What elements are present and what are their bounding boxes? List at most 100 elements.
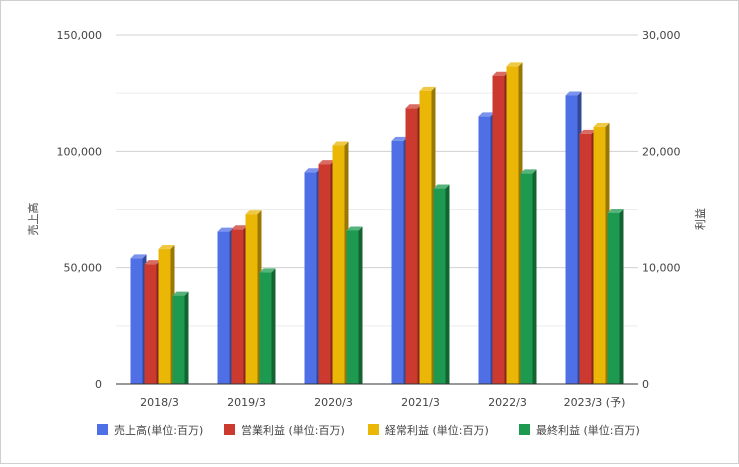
bar-top [217,227,234,232]
grid-lines [116,34,638,327]
bar [346,226,363,384]
bar-top [405,104,422,109]
bar-face [405,108,418,384]
right-axis-tick-label: 0 [642,378,649,391]
legend-swatch [97,424,108,435]
x-axis-category-label: 2019/3 [227,396,266,409]
legend: 売上高(単位:百万) 営業利益 (単位:百万) 経常利益 (単位:百万) 最終利益 (… [97,423,640,437]
bar [245,210,262,384]
left-axis-ticks: 0 50,000 100,000 150,000 [57,29,103,391]
left-axis-tick-label: 150,000 [57,29,103,42]
bar-face [419,90,432,384]
bars [130,62,624,385]
bar-top [506,62,523,67]
bar-top [520,169,537,174]
legend-label: 営業利益 (単位:百万) [241,423,345,437]
bar-face [259,272,272,384]
bar-top [130,254,147,259]
x-axis-category-label: 2023/3 (予) [564,396,626,409]
legend-item: 売上高(単位:百万) [97,423,203,437]
left-axis-tick-label: 50,000 [64,262,103,275]
bar [217,227,234,384]
bar [492,71,509,384]
bar [520,169,537,384]
right-axis-tick-label: 10,000 [642,262,681,275]
bar-top [478,112,495,117]
bar-face [607,212,620,384]
bar [405,104,422,384]
bar-face [332,145,345,384]
x-axis-category-label: 2021/3 [401,396,440,409]
bar-face [144,264,157,384]
bar-top [607,208,624,213]
legend-item: 営業利益 (単位:百万) [224,423,345,437]
left-axis-tick-label: 0 [95,378,102,391]
bar [144,260,161,384]
bar-top [144,260,161,265]
bar-top [346,226,363,231]
bar-face [231,229,244,384]
bar-top [565,91,582,96]
bar-top [318,160,335,165]
bar [607,208,624,384]
bar-top [332,141,349,146]
bar-top [579,129,596,134]
bar-face [172,295,185,384]
bar-side [184,291,189,384]
legend-swatch [368,424,379,435]
bar [433,184,450,384]
legend-label: 最終利益 (単位:百万) [536,423,640,437]
right-axis-tick-label: 30,000 [642,29,681,42]
bar [565,91,582,384]
bar-top [419,86,436,91]
bar-face [492,75,505,384]
bar-top [259,268,276,273]
bar [318,160,335,384]
bar-face [346,230,359,384]
bar-top [172,291,189,296]
bar [158,245,175,384]
bar-top [158,245,175,250]
legend-swatch [224,424,235,435]
bar-face [304,172,317,384]
x-axis-category-label: 2018/3 [140,396,179,409]
bar-face [433,188,446,384]
bar-top [433,184,450,189]
bar [478,112,495,384]
bar [593,122,610,385]
bar-face [245,214,258,384]
bar [332,141,349,384]
right-axis-tick-label: 20,000 [642,145,681,158]
bar-face [593,126,606,385]
bar-face [506,66,519,384]
bar-face [318,164,331,384]
bar [259,268,276,384]
x-axis-categories: 2018/3 2019/3 2020/3 2021/3 2022/3 2023/3 (予) [140,396,625,409]
bar-face [565,95,578,384]
bar-face [158,249,171,384]
bar-face [478,116,491,384]
bar-side [532,169,537,384]
bar-top [492,71,509,76]
left-axis-label: 売上高 [26,203,40,236]
bar-top [231,225,248,230]
right-axis-ticks: 0 10,000 20,000 30,000 [642,29,681,391]
bar-top [304,168,321,173]
bar-side [358,226,363,384]
x-axis-category-label: 2020/3 [314,396,353,409]
bar-side [619,208,624,384]
legend-label: 売上高(単位:百万) [114,423,203,437]
bar-side [445,184,450,384]
bar-top [593,122,610,127]
bar [130,254,147,384]
bar [391,136,408,384]
right-axis-label: 利益 [693,208,707,230]
bar-face [130,258,143,384]
bar [172,291,189,384]
bar [231,225,248,384]
bar-top [391,136,408,141]
legend-label: 経常利益 (単位:百万) [385,423,489,437]
bar [506,62,523,384]
bar-face [391,140,404,384]
